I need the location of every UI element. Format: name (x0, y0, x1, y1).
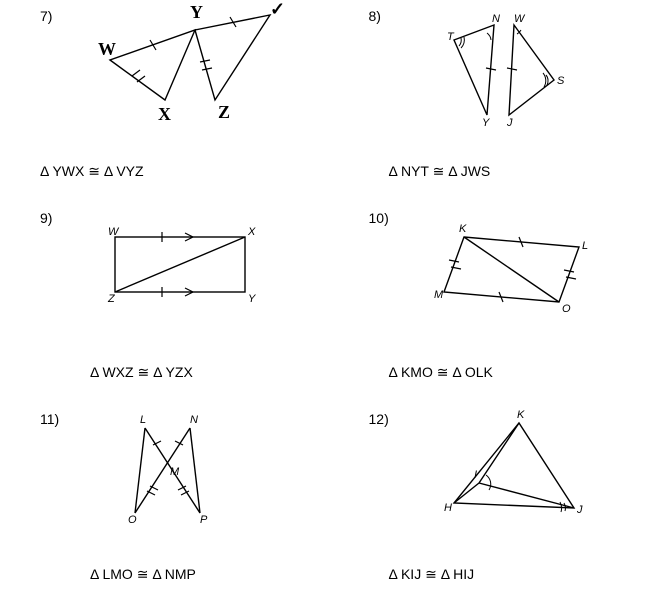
label-n: N (190, 414, 198, 426)
tick (564, 270, 574, 272)
hand-label-z: Z (218, 102, 230, 122)
answer-10: Δ KMO ≅ Δ OLK (389, 364, 493, 381)
tick (132, 70, 140, 76)
label-w: W (108, 226, 120, 238)
problem-number: 10) (369, 210, 389, 226)
label-y: Y (482, 117, 490, 129)
answer-11: Δ LMO ≅ Δ NMP (90, 566, 196, 583)
arc (459, 38, 461, 46)
label-m: M (170, 466, 180, 478)
tick (449, 260, 459, 262)
label-s: S (557, 75, 565, 87)
answer-12: Δ KIJ ≅ Δ HIJ (389, 566, 475, 583)
triangle-ywx (110, 30, 195, 100)
figure-12-svg: K I H J (419, 403, 619, 533)
diagonal (115, 237, 245, 292)
figure-10: K L M O (419, 202, 619, 332)
label-k: K (517, 409, 525, 421)
arc (487, 33, 491, 40)
figure-9-svg: W X Z Y (90, 202, 290, 332)
hand-label-w: W (98, 39, 116, 59)
problem-8: 8) T N W S (329, 0, 657, 202)
label-h: H (444, 502, 452, 514)
figure-11: L N M O P (90, 403, 290, 533)
triangle-vyz (195, 15, 270, 100)
label-j: J (576, 504, 583, 516)
problem-grid: 7) W X Y Z ✓ Δ (0, 0, 657, 605)
arc (486, 475, 491, 490)
label-y: Y (248, 293, 256, 305)
triangle-nyt (454, 25, 494, 115)
label-w: W (514, 13, 526, 25)
label-n: N (492, 13, 500, 25)
diagonal (464, 237, 559, 302)
label-o: O (562, 303, 571, 315)
label-l: L (582, 240, 588, 252)
figure-8-svg: T N W S Y J (419, 0, 619, 130)
label-j: J (506, 117, 513, 129)
figure-9: W X Z Y (90, 202, 290, 332)
label-l: L (140, 414, 146, 426)
label-x: X (247, 226, 256, 238)
label-i: I (474, 469, 477, 481)
edge-ih (454, 483, 479, 503)
problem-number: 8) (369, 8, 381, 24)
hand-label-y: Y (190, 2, 203, 22)
figure-7: W X Y Z ✓ (90, 0, 290, 130)
triangle-outer (454, 423, 574, 508)
problem-number: 9) (40, 210, 52, 226)
answer-8: Δ NYT ≅ Δ JWS (389, 163, 491, 180)
arc (543, 73, 546, 87)
tick (137, 76, 145, 82)
problem-number: 11) (40, 411, 59, 427)
problem-9: 9) W X Z Y Δ WXZ ≅ Δ YZX (0, 202, 329, 404)
label-p: P (200, 514, 208, 526)
problem-number: 12) (369, 411, 389, 427)
label-z: Z (107, 293, 116, 305)
problem-7: 7) W X Y Z ✓ Δ (0, 0, 329, 202)
figure-8: T N W S Y J (419, 0, 619, 130)
label-m: M (434, 289, 444, 301)
tick (200, 60, 210, 62)
problem-12: 12) K I H J Δ KIJ ≅ Δ HIJ (329, 403, 657, 605)
arc (546, 75, 548, 85)
edge-ik (479, 423, 519, 483)
label-k: K (459, 223, 467, 235)
answer-7: Δ YWX ≅ Δ VYZ (40, 163, 144, 180)
label-o: O (128, 514, 137, 526)
answer-9: Δ WXZ ≅ Δ YZX (90, 364, 193, 381)
figure-7-svg: W X Y Z ✓ (90, 0, 290, 130)
problem-10: 10) K L M O Δ KMO ≅ Δ OLK (329, 202, 657, 404)
figure-12: K I H J (419, 403, 619, 533)
figure-11-svg: L N M O P (90, 403, 290, 533)
hand-label-x: X (158, 104, 171, 124)
figure-10-svg: K L M O (419, 202, 619, 332)
problem-number: 7) (40, 8, 52, 24)
hand-label-v: ✓ (270, 0, 285, 19)
problem-11: 11) L N M O P (0, 403, 329, 605)
